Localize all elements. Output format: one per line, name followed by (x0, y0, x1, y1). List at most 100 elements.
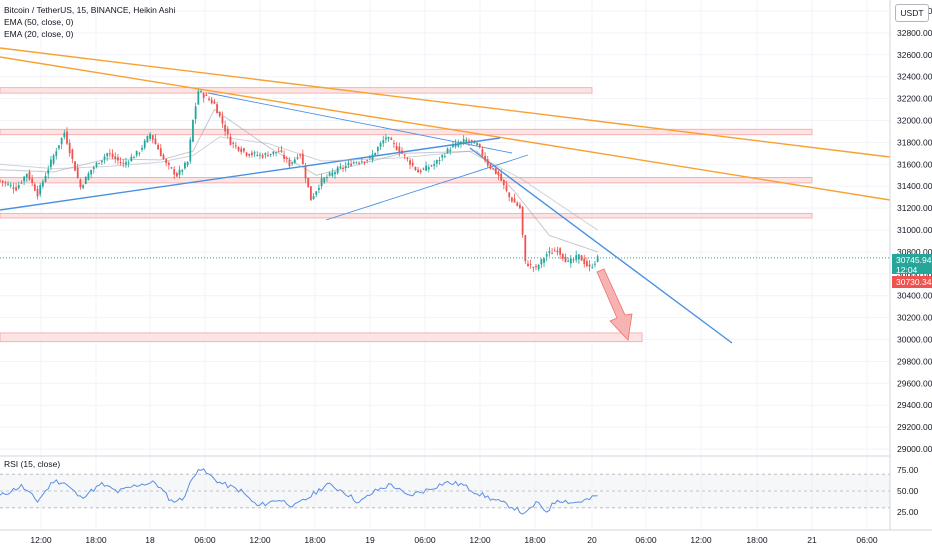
candle-body (318, 187, 320, 190)
candle-body (561, 253, 564, 259)
candle-body (17, 184, 20, 189)
candle-body (387, 137, 390, 139)
candle-body (159, 148, 162, 157)
candle-body (98, 163, 101, 165)
candle-body (25, 173, 28, 178)
candle-body (529, 264, 532, 266)
channel-lower (325, 154, 529, 221)
price-tick-label: 29000.00 (897, 444, 932, 454)
candle-body (237, 146, 240, 151)
candle-body (379, 143, 382, 147)
candle-body (355, 162, 358, 164)
candle-body (253, 152, 256, 154)
price-tick-label: 31600.00 (897, 159, 932, 169)
candle-body (15, 187, 17, 191)
time-tick-label: 06:00 (856, 535, 878, 545)
candle-body (192, 119, 194, 142)
candle-body (435, 159, 438, 164)
candle-body (277, 151, 280, 153)
legend-ema20[interactable]: EMA (20, close, 0) (4, 29, 74, 39)
candle-body (569, 258, 572, 264)
candle-body (500, 173, 503, 181)
price-tick-label: 32800.00 (897, 28, 932, 38)
time-tick-label: 18:00 (524, 535, 546, 545)
candle-body (505, 185, 508, 191)
candle-body (596, 256, 599, 262)
candle-body (575, 255, 578, 260)
candle-body (162, 154, 165, 159)
candle-body (154, 138, 157, 145)
candle-body (478, 143, 481, 148)
candle-body (251, 152, 253, 156)
candle-body (352, 162, 355, 164)
legend-ema50[interactable]: EMA (50, close, 0) (4, 17, 74, 27)
candle-body (441, 155, 444, 158)
candle-body (342, 167, 344, 169)
candle-body (229, 136, 232, 146)
time-tick-label: 06:00 (194, 535, 216, 545)
candle-body (197, 91, 200, 105)
candle-body (170, 167, 173, 169)
candle-body (202, 93, 205, 98)
candle-body (178, 169, 181, 175)
candle-body (446, 148, 449, 154)
candle-body (1, 180, 4, 183)
legend-rsi[interactable]: RSI (15, close) (4, 459, 61, 469)
candle-body (427, 167, 430, 170)
time-tick-label: 19 (365, 535, 375, 545)
ascending-trendline (0, 137, 501, 211)
candle-body (283, 154, 285, 159)
price-tick-label: 29800.00 (897, 356, 932, 366)
candle-body (226, 128, 229, 135)
candle-body (535, 265, 537, 267)
candle-body (494, 168, 497, 174)
candle-body (586, 261, 588, 267)
candle-body (588, 264, 591, 267)
legend-title[interactable]: Bitcoin / TetherUS, 15, BINANCE, Heikin … (4, 5, 176, 15)
candle-body (280, 150, 283, 152)
candle-body (194, 106, 197, 120)
candle-body (23, 176, 26, 182)
candle-body (175, 172, 178, 177)
candle-body (374, 152, 377, 156)
candle-body (393, 143, 395, 145)
bar-countdown: 12:04 (896, 265, 918, 275)
candle-body (527, 263, 529, 267)
candle-body (462, 139, 465, 144)
price-tick-label: 32000.00 (897, 116, 932, 126)
candle-body (44, 175, 47, 182)
candle-body (135, 150, 138, 156)
candle-body (395, 146, 398, 151)
candle-body (414, 166, 417, 170)
candle-body (0, 180, 1, 182)
candle-body (497, 171, 500, 176)
candle-body (208, 98, 210, 100)
candle-body (36, 188, 39, 197)
candle-body (299, 154, 302, 156)
time-tick-label: 21 (807, 535, 817, 545)
candle-body (63, 132, 66, 138)
candle-body (452, 145, 454, 148)
candle-body (481, 149, 484, 156)
currency-button[interactable]: USDT (895, 4, 929, 22)
candle-body (213, 101, 216, 104)
candle-body (591, 267, 594, 269)
candle-body (60, 137, 63, 145)
price-tick-label: 29400.00 (897, 400, 932, 410)
candle-body (146, 135, 149, 143)
candle-body (390, 138, 393, 140)
candle-body (92, 167, 95, 169)
candle-body (559, 248, 562, 255)
rsi-layer (0, 468, 890, 515)
price-tick-label: 30400.00 (897, 291, 932, 301)
time-tick-label: 18:00 (746, 535, 768, 545)
candle-body (205, 94, 208, 96)
grid-lines (0, 0, 890, 530)
candle-body (323, 177, 326, 183)
candle-body (264, 153, 267, 155)
candle-body (47, 169, 50, 174)
candle-body (577, 254, 580, 260)
candle-body (334, 172, 336, 175)
drawings-layer (0, 47, 891, 344)
